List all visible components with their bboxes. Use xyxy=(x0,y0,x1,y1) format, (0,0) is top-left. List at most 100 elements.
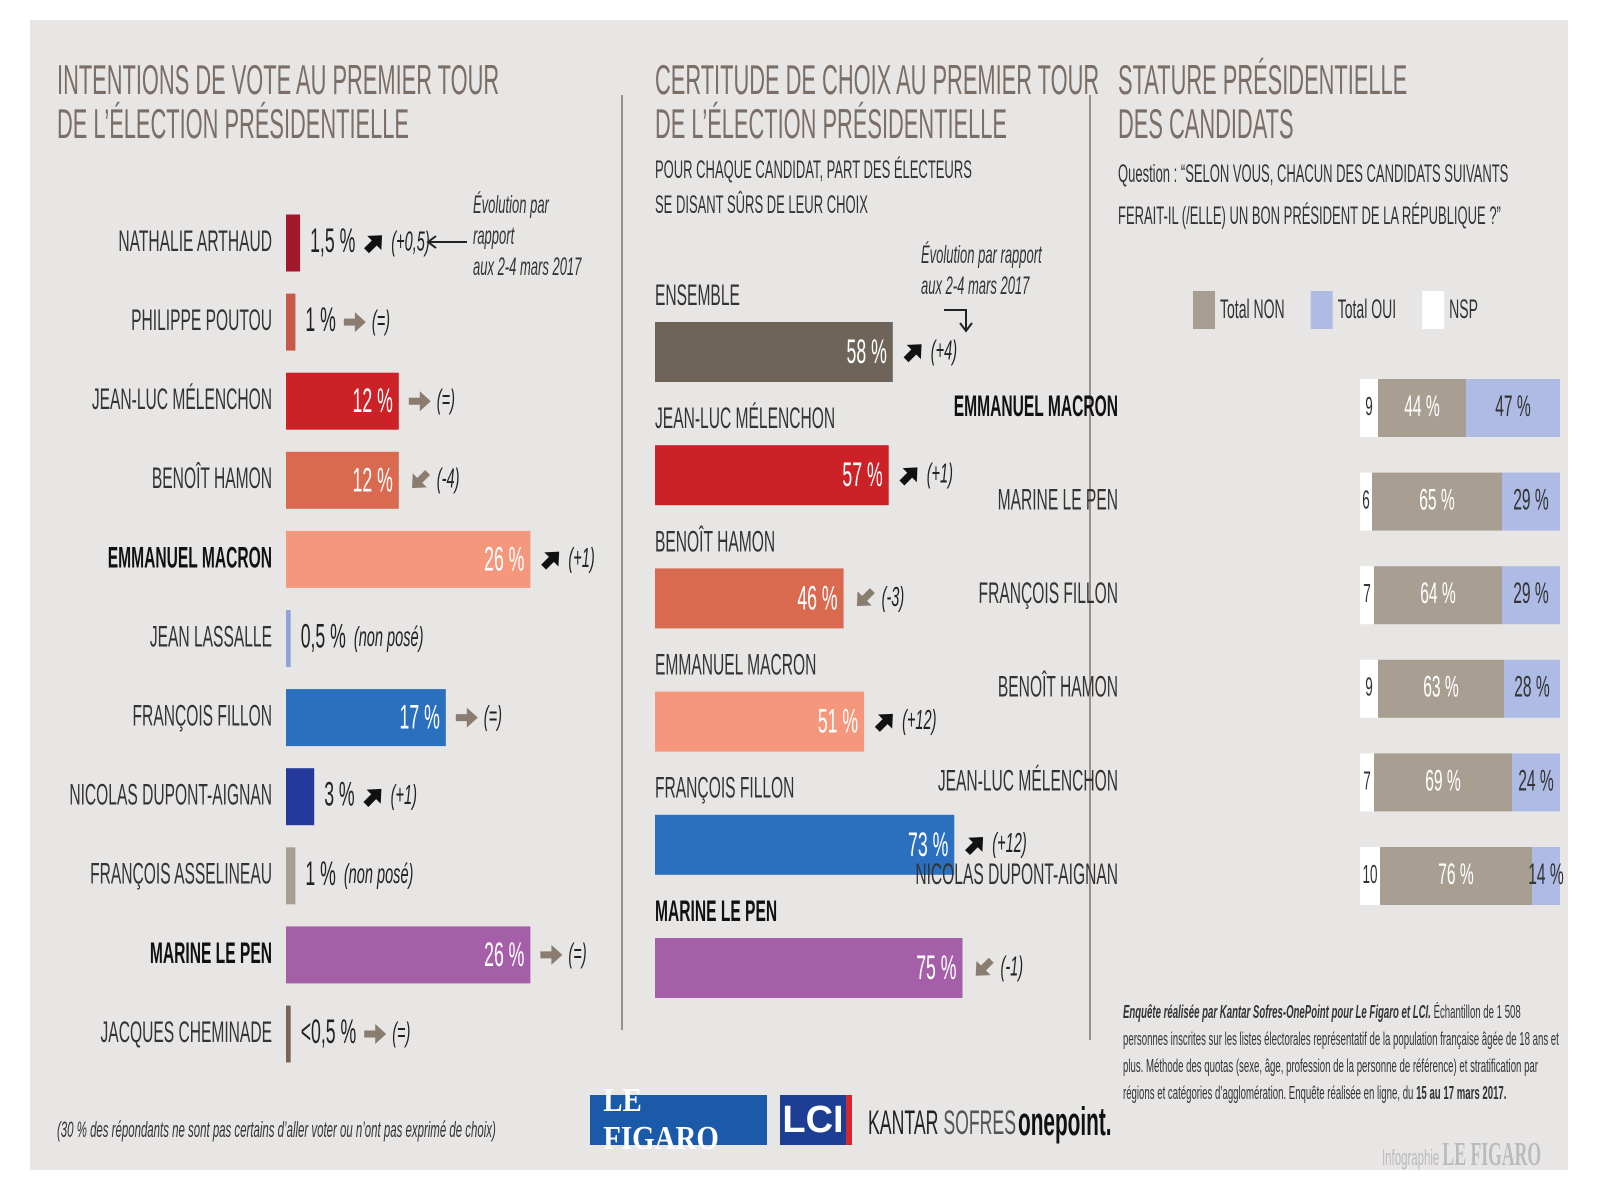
trend-arrow-shape xyxy=(975,957,994,976)
change-label: (+0,5) xyxy=(391,225,429,256)
category-label: JEAN-LUC MÉLENCHON xyxy=(655,402,835,436)
annotation-arrow xyxy=(426,235,467,249)
chart-title: STATURE PRÉSIDENTIELLE DES CANDIDATS xyxy=(1118,56,1408,147)
value-label: 26 % xyxy=(484,935,524,974)
bar xyxy=(655,568,844,629)
bar-segment xyxy=(1378,379,1466,437)
change-label: (+1) xyxy=(568,542,594,573)
bar xyxy=(655,322,893,382)
bar-segment xyxy=(1360,659,1378,718)
change-label: (=) xyxy=(392,1016,410,1047)
bar xyxy=(655,814,955,875)
bar xyxy=(286,768,315,826)
logo-text: LCI xyxy=(782,1098,844,1141)
trend-arrow xyxy=(364,1024,387,1044)
logo: KANTAR SOFRES xyxy=(868,1104,1180,1143)
bar-segment xyxy=(1360,753,1374,812)
change-label: (-1) xyxy=(1001,950,1024,981)
category-label: NICOLAS DUPONT-AIGNAN xyxy=(915,858,1118,892)
annotation-arrow xyxy=(944,309,973,333)
category-label: EMMANUEL MACRON xyxy=(655,648,816,682)
change-label: (-3) xyxy=(882,581,905,612)
value-label: 73 % xyxy=(908,824,948,863)
legend-swatch xyxy=(1310,291,1333,329)
trend-arrow-shape xyxy=(343,312,366,333)
value-label: 29 % xyxy=(1513,577,1549,611)
bar-segment xyxy=(1380,847,1532,905)
legend-label: Total NON xyxy=(1220,294,1285,324)
change-label: (=) xyxy=(484,700,502,731)
annotation: Évolution par rapport aux 2-4 mars 2017 xyxy=(473,191,582,281)
bar xyxy=(286,293,296,351)
category-label: JEAN LASSALLE xyxy=(150,620,272,654)
value-label: 1 % xyxy=(305,300,335,339)
trend-arrow xyxy=(364,235,383,254)
category-label: NICOLAS DUPONT-AIGNAN xyxy=(69,778,272,812)
value-label: 9 xyxy=(1365,392,1373,421)
value-label: 46 % xyxy=(797,578,837,617)
value-label: <0,5 % xyxy=(301,1012,356,1051)
logo-text: KANTAR xyxy=(868,1104,939,1142)
chart-title: INTENTIONS DE VOTE AU PREMIER TOUR DE L’… xyxy=(57,56,500,147)
trend-arrow-shape xyxy=(541,551,560,570)
change-label: (=) xyxy=(372,304,390,335)
value-label: 7 xyxy=(1363,579,1371,608)
bar-segment xyxy=(1360,847,1380,905)
bar-segment xyxy=(1504,659,1560,718)
logo: LE FIGARO xyxy=(590,1082,767,1157)
logo-text: SOFRES xyxy=(943,1104,1017,1142)
change-label: (+1) xyxy=(391,779,417,810)
category-label: JEAN-LUC MÉLENCHON xyxy=(92,383,272,417)
value-label: 7 xyxy=(1363,767,1371,796)
bar-segment xyxy=(1512,753,1560,812)
chart-subtitle: Question : “SELON VOUS, CHACUN DES CANDI… xyxy=(1118,160,1509,230)
value-label: 0,5 % xyxy=(301,616,346,655)
bar-segment xyxy=(1360,566,1374,625)
trend-arrow-shape xyxy=(856,588,875,607)
bar xyxy=(286,214,301,272)
legend-swatch xyxy=(1422,291,1445,329)
bar-segment xyxy=(1372,472,1502,531)
bar-segment xyxy=(1360,472,1372,531)
category-label: NATHALIE ARTHAUD xyxy=(118,225,272,259)
bar-segment xyxy=(1502,566,1560,625)
category-label: PHILIPPE POUTOU xyxy=(131,304,272,338)
value-label: 3 % xyxy=(324,774,354,813)
trend-arrow xyxy=(408,391,431,412)
value-label: 1,5 % xyxy=(310,221,355,260)
trend-arrow-shape xyxy=(965,837,984,856)
category-label: MARINE LE PEN xyxy=(655,895,777,929)
value-label: 17 % xyxy=(400,697,440,736)
category-label: FRANÇOIS FILLON xyxy=(979,577,1118,611)
legend-swatch xyxy=(1193,291,1215,329)
logo: LCI xyxy=(780,1095,852,1145)
value-label: 64 % xyxy=(1420,577,1456,611)
trend-arrow-shape xyxy=(903,344,922,363)
value-label: 76 % xyxy=(1438,858,1474,892)
legend-label: Total OUI xyxy=(1338,294,1396,324)
source-dates: 15 au 17 mars 2017. xyxy=(1416,1082,1507,1103)
change-label: (=) xyxy=(437,383,455,414)
legend-label: NSP xyxy=(1449,294,1478,324)
category-label: JEAN-LUC MÉLENCHON xyxy=(938,764,1118,798)
category-label: ENSEMBLE xyxy=(655,279,740,313)
trend-arrow-shape xyxy=(874,713,893,732)
trend-arrow-shape xyxy=(363,788,382,807)
bar xyxy=(286,689,446,747)
trend-arrow-shape xyxy=(408,391,431,412)
source-body: Échantillon de 1 508 personnes inscrites… xyxy=(1123,1001,1559,1103)
bar-segment xyxy=(1374,753,1512,812)
category-label: BENOÎT HAMON xyxy=(655,525,775,559)
trend-arrow-shape xyxy=(455,707,478,728)
value-label: 75 % xyxy=(916,948,956,987)
trend-arrow xyxy=(363,788,382,807)
value-label: 47 % xyxy=(1495,390,1531,424)
category-label: BENOÎT HAMON xyxy=(152,462,272,496)
bar xyxy=(286,451,399,509)
value-label: 29 % xyxy=(1513,483,1549,517)
footnote: (30 % des répondants ne sont pas certain… xyxy=(57,1117,496,1142)
change-label: (+12) xyxy=(992,827,1026,858)
bar-segment xyxy=(1466,379,1560,437)
